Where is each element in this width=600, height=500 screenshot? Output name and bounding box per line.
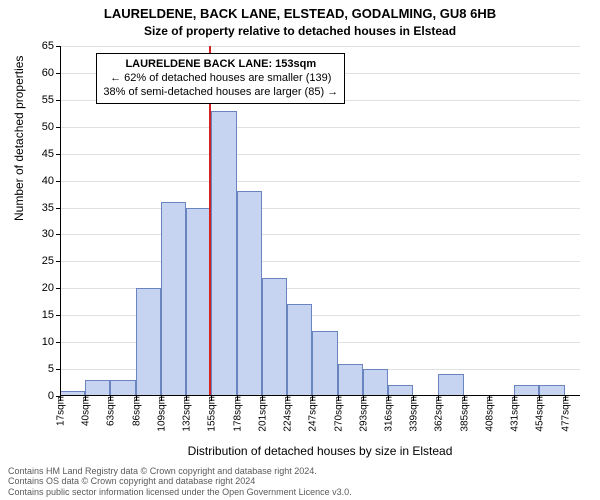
y-tick-label: 15 [42, 309, 60, 321]
y-tick-label: 50 [42, 121, 60, 133]
x-tick-label: 270sqm [331, 396, 344, 432]
y-tick-label: 65 [42, 40, 60, 52]
x-tick-label: 431sqm [508, 396, 521, 432]
x-tick-label: 454sqm [533, 396, 546, 432]
chart-title-line1: LAURELDENE, BACK LANE, ELSTEAD, GODALMIN… [0, 0, 600, 22]
x-tick-label: 17sqm [54, 396, 67, 426]
x-tick-label: 155sqm [205, 396, 218, 432]
y-axis-label: Number of detached properties [12, 56, 26, 221]
x-tick-label: 178sqm [230, 396, 243, 432]
x-tick-label: 247sqm [306, 396, 319, 432]
x-tick-label: 316sqm [382, 396, 395, 432]
y-tick-label: 45 [42, 148, 60, 160]
x-tick-label: 408sqm [482, 396, 495, 432]
x-tick-label: 477sqm [558, 396, 571, 432]
y-tick-label: 10 [42, 336, 60, 348]
x-tick-label: 63sqm [104, 396, 117, 426]
footer-line2: Contains OS data © Crown copyright and d… [8, 476, 592, 487]
x-tick-label: 339sqm [407, 396, 420, 432]
plot-axes [60, 46, 580, 396]
x-tick-label: 109sqm [154, 396, 167, 432]
y-tick-label: 60 [42, 67, 60, 79]
chart-title-line2: Size of property relative to detached ho… [0, 22, 600, 38]
footer-attribution: Contains HM Land Registry data © Crown c… [8, 466, 592, 498]
footer-line3: Contains public sector information licen… [8, 487, 592, 498]
footer-line1: Contains HM Land Registry data © Crown c… [8, 466, 592, 477]
x-tick-label: 86sqm [129, 396, 142, 426]
x-tick-label: 201sqm [255, 396, 268, 432]
chart-container: LAURELDENE, BACK LANE, ELSTEAD, GODALMIN… [0, 0, 600, 500]
plot-region: 05101520253035404550556065 17sqm40sqm63s… [60, 46, 580, 396]
x-tick-label: 362sqm [432, 396, 445, 432]
x-axis-label: Distribution of detached houses by size … [60, 444, 580, 458]
y-tick-label: 25 [42, 255, 60, 267]
x-tick-label: 40sqm [79, 396, 92, 426]
y-tick-label: 0 [48, 390, 60, 402]
x-tick-label: 385sqm [457, 396, 470, 432]
y-tick-label: 35 [42, 202, 60, 214]
x-tick-label: 132sqm [180, 396, 193, 432]
x-tick-label: 293sqm [356, 396, 369, 432]
y-tick-label: 40 [42, 175, 60, 187]
y-tick-label: 20 [42, 282, 60, 294]
y-tick-label: 5 [48, 363, 60, 375]
y-tick-label: 55 [42, 94, 60, 106]
x-tick-label: 224sqm [281, 396, 294, 432]
y-tick-label: 30 [42, 228, 60, 240]
